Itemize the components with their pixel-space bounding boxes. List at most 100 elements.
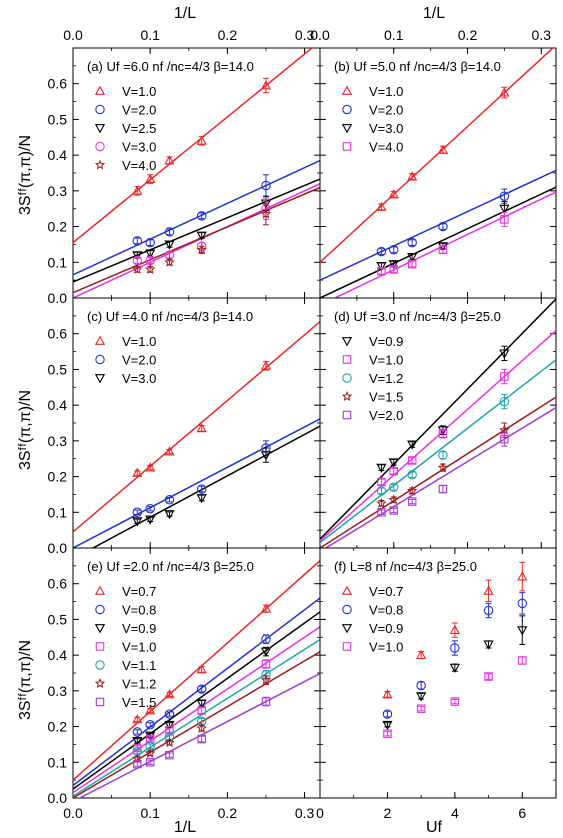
top-x-tick-label: 0.1 [384,27,404,43]
bottom-x-axis-label-left: 1/L [174,819,196,836]
data-point-e-1-3 [196,684,207,694]
panel-title-c: (c) Uf =4.0 nf /nc=4/3 β=14.0 [87,309,253,324]
legend-marker-e-0 [94,585,106,595]
panel-title-e: (e) Uf =2.0 nf /nc=4/3 β=25.0 [87,559,254,574]
legend-a: V=1.0 V=2.0 V=2.5 V=3.0 V=4.0 [94,84,156,173]
data-point-f-0-0 [382,689,393,699]
data-point-c-2-3 [196,494,207,504]
data-point-b-1-3 [438,221,448,232]
data-point-f-1-3 [483,605,494,616]
legend-marker-b-3 [342,142,352,151]
legend-marker-a-2 [94,124,106,134]
data-point-e-5-1 [144,747,156,758]
legend-label-d-3: V=1.5 [369,390,403,405]
legend-marker-e-4 [95,660,105,670]
legend-marker-a-0 [94,85,106,95]
fit-line-b-0 [320,48,555,263]
data-point-e-0-4 [260,603,272,613]
legend-label-c-2: V=3.0 [122,371,156,386]
data-point-d-1-2 [407,456,417,465]
data-point-c-2-0 [132,517,143,527]
fit-line-e-2 [73,611,320,790]
legend-label-b-1: V=2.0 [369,103,403,118]
fit-line-e-6 [78,672,320,798]
data-points [376,86,510,276]
legend-marker-f-1 [342,604,352,615]
legend-e: V=0.7 V=0.8 V=0.9 V=1.0 V=1.1 V=1.2 V=1.5 [94,584,156,710]
fit-lines [320,48,556,298]
data-point-f-0-1 [416,649,427,660]
data-point-e-2-4 [260,647,272,657]
data-points [132,360,272,527]
data-point-c-2-1 [145,515,156,525]
fit-line-b-3 [333,191,556,298]
panel-frame [319,47,557,299]
legend-label-e-5: V=1.2 [122,677,156,692]
data-points [132,77,272,274]
data-point-d-4-3 [438,484,448,494]
top-x-tick-label: 0.0 [63,27,83,43]
data-point-d-0-2 [407,440,418,450]
data-point-e-0-3 [196,664,207,674]
legend-marker-c-1 [95,354,105,365]
panel-frame [72,297,321,549]
legend-label-a-4: V=4.0 [122,158,156,173]
data-point-a-2-1 [145,249,156,259]
data-point-b-3-1 [389,265,398,274]
data-point-a-1-0 [132,236,143,246]
legend-label-c-1: V=2.0 [122,353,156,368]
data-point-e-5-3 [196,722,207,733]
data-point-e-2-3 [196,699,207,709]
legend-marker-d-4 [342,410,352,420]
data-point-e-6-4 [261,697,271,706]
y-tick-label: 0.6 [48,76,68,92]
data-point-e-0-0 [132,714,143,724]
data-point-a-2-0 [132,251,143,261]
legend-d: V=0.9 V=1.0 V=1.2 V=1.5 V=2.0 [341,334,403,423]
legend-label-f-0: V=0.7 [369,584,403,599]
data-point-d-3-3 [437,462,449,473]
data-point-e-6-3 [197,734,206,744]
data-point-d-2-3 [438,450,448,460]
y-tick-label: 0.4 [48,647,68,663]
legend-label-d-2: V=1.2 [369,371,403,386]
fit-line-e-5 [73,651,320,798]
data-point-d-0-4 [499,349,510,359]
fit-line-e-1 [73,597,320,787]
data-point-b-0-2 [407,171,418,181]
data-point-d-2-1 [388,482,399,493]
data-point-e-3-2 [165,725,174,735]
fit-line-d-2 [320,359,556,544]
top-x-tick-label: 0.3 [532,27,552,43]
data-point-b-1-1 [388,245,399,255]
data-point-f-0-3 [483,585,494,595]
data-point-f-1-4 [517,598,528,609]
data-point-a-0-0 [132,185,143,195]
legend-label-d-4: V=2.0 [369,408,403,423]
data-point-d-3-2 [406,485,418,496]
legend-b: V=1.0 V=2.0 V=3.0 V=4.0 [341,84,403,155]
data-point-f-3-4 [518,656,527,665]
top-x-tick-label: 0.3 [295,27,315,43]
panel-b: 0.0 0.1 0.2 0.3 (b) Uf =5.0 nf /nc=4/3 β=14.… [310,27,557,299]
data-point-d-4-1 [389,506,398,515]
data-point-b-2-2 [407,253,418,263]
legend-marker-f-2 [341,624,353,634]
legend-marker-e-1 [95,604,105,615]
data-point-c-0-4 [260,360,272,370]
x-tick-label: 0.3 [295,805,315,821]
legend-label-b-0: V=1.0 [369,84,403,99]
data-point-a-0-3 [196,135,207,145]
data-point-d-2-0 [376,486,387,496]
fit-line-d-0 [320,298,556,540]
x-tick-label: 0 [316,805,324,821]
data-point-a-0-1 [145,173,156,183]
x-tick-label: 4 [451,805,459,821]
data-point-c-0-2 [164,446,175,456]
x-tick-label: 0.1 [140,805,160,821]
fit-line-e-3 [73,626,320,794]
legend-marker-a-3 [95,141,105,152]
top-x-tick-label: 0.2 [218,27,238,43]
legend-label-b-2: V=3.0 [369,121,403,136]
